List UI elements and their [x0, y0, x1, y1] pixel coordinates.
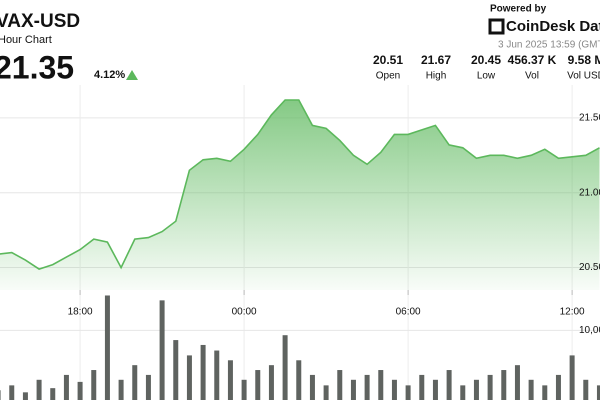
volume-bar: [583, 379, 589, 400]
volume-bar: [391, 379, 397, 400]
price-line: [0, 99, 600, 270]
volume-bar: [514, 365, 520, 400]
volume-bar: [405, 385, 411, 400]
volume-bar: [487, 374, 493, 400]
change: 4.12%: [94, 69, 125, 81]
volume-bar: [118, 379, 124, 400]
volume-bar: [268, 365, 274, 400]
volume-bar: [296, 360, 302, 400]
volume-bar: [0, 390, 1, 400]
volume-bar: [22, 392, 28, 400]
volume-bar: [50, 388, 56, 400]
stat-label: High: [426, 71, 447, 82]
y-tick-label: 20.50: [579, 262, 600, 273]
y-tick-label: 21.50: [579, 113, 600, 124]
y-tick-label: 21.00: [579, 187, 600, 198]
volume-bar: [460, 385, 466, 400]
volume-bar: [63, 374, 69, 400]
area-fill: [0, 100, 600, 290]
volume-bar: [432, 379, 438, 400]
x-tick-label: 00:00: [232, 307, 257, 318]
plot: 18:00 00:00 06:00 12:00 21.50 21.00 20.50 10,00…: [0, 85, 600, 400]
stat-label: Vol USD: [567, 71, 600, 82]
volume-bar: [104, 295, 110, 400]
x-tick-label: 18:00: [68, 307, 93, 318]
volume-bar: [282, 335, 288, 400]
up-arrow: [126, 70, 138, 80]
stats: 20.51 Open 21.67 High 20.45 Low 456.37 K Vol 9.5…: [373, 53, 600, 81]
stat-label: Vol: [525, 71, 539, 82]
volume-bar: [214, 350, 220, 400]
volume-bar: [501, 370, 507, 400]
volume-bar: [186, 355, 192, 400]
volume-bar: [473, 379, 479, 400]
volume-bar: [596, 385, 600, 400]
volume-bar: [91, 370, 97, 400]
title: VAX-USD: [0, 11, 80, 32]
stat-value: 21.67: [421, 53, 451, 67]
volume-bar: [77, 381, 83, 400]
volume-bar: [159, 300, 165, 400]
volume-bar: [309, 374, 315, 400]
volume-bar: [350, 379, 356, 400]
stat-label: Low: [477, 71, 496, 82]
subtitle: Hour Chart: [0, 34, 52, 46]
volume-bar: [542, 385, 548, 400]
volume-bar: [419, 374, 425, 400]
volume-bar: [555, 374, 561, 400]
volume-bar: [241, 379, 247, 400]
stat-value: 20.45: [471, 53, 501, 67]
stat-value: 9.58 M: [568, 53, 600, 67]
timestamp: 3 Jun 2025 13:59 (GMT: [498, 40, 600, 51]
volume-bar: [337, 370, 343, 400]
x-tick-label: 06:00: [396, 307, 421, 318]
powered-by: Powered by: [490, 4, 547, 15]
volume-bar: [200, 344, 206, 400]
volume-bar: [364, 374, 370, 400]
x-tick-label: 12:00: [560, 307, 585, 318]
volume-bar: [227, 360, 233, 400]
volume-bar: [36, 379, 42, 400]
y-tick-label: 10,000: [579, 325, 600, 336]
stat-value: 456.37 K: [508, 53, 557, 67]
volume-bar: [145, 374, 151, 400]
volume-bar: [255, 370, 261, 400]
volume-bar: [378, 370, 384, 400]
stat-value: 20.51: [373, 53, 403, 67]
stat-label: Open: [376, 71, 400, 82]
volume-bar: [569, 355, 575, 400]
price: 21.35: [0, 49, 74, 85]
volume-bar: [173, 340, 179, 400]
volume-bar: [528, 379, 534, 400]
volume-bar: [323, 385, 329, 400]
brand-icon: [488, 18, 505, 35]
volume-bar: [132, 365, 138, 400]
volume-bar: [9, 385, 15, 400]
volume-bar: [446, 370, 452, 400]
brand: CoinDesk Data: [506, 18, 600, 35]
